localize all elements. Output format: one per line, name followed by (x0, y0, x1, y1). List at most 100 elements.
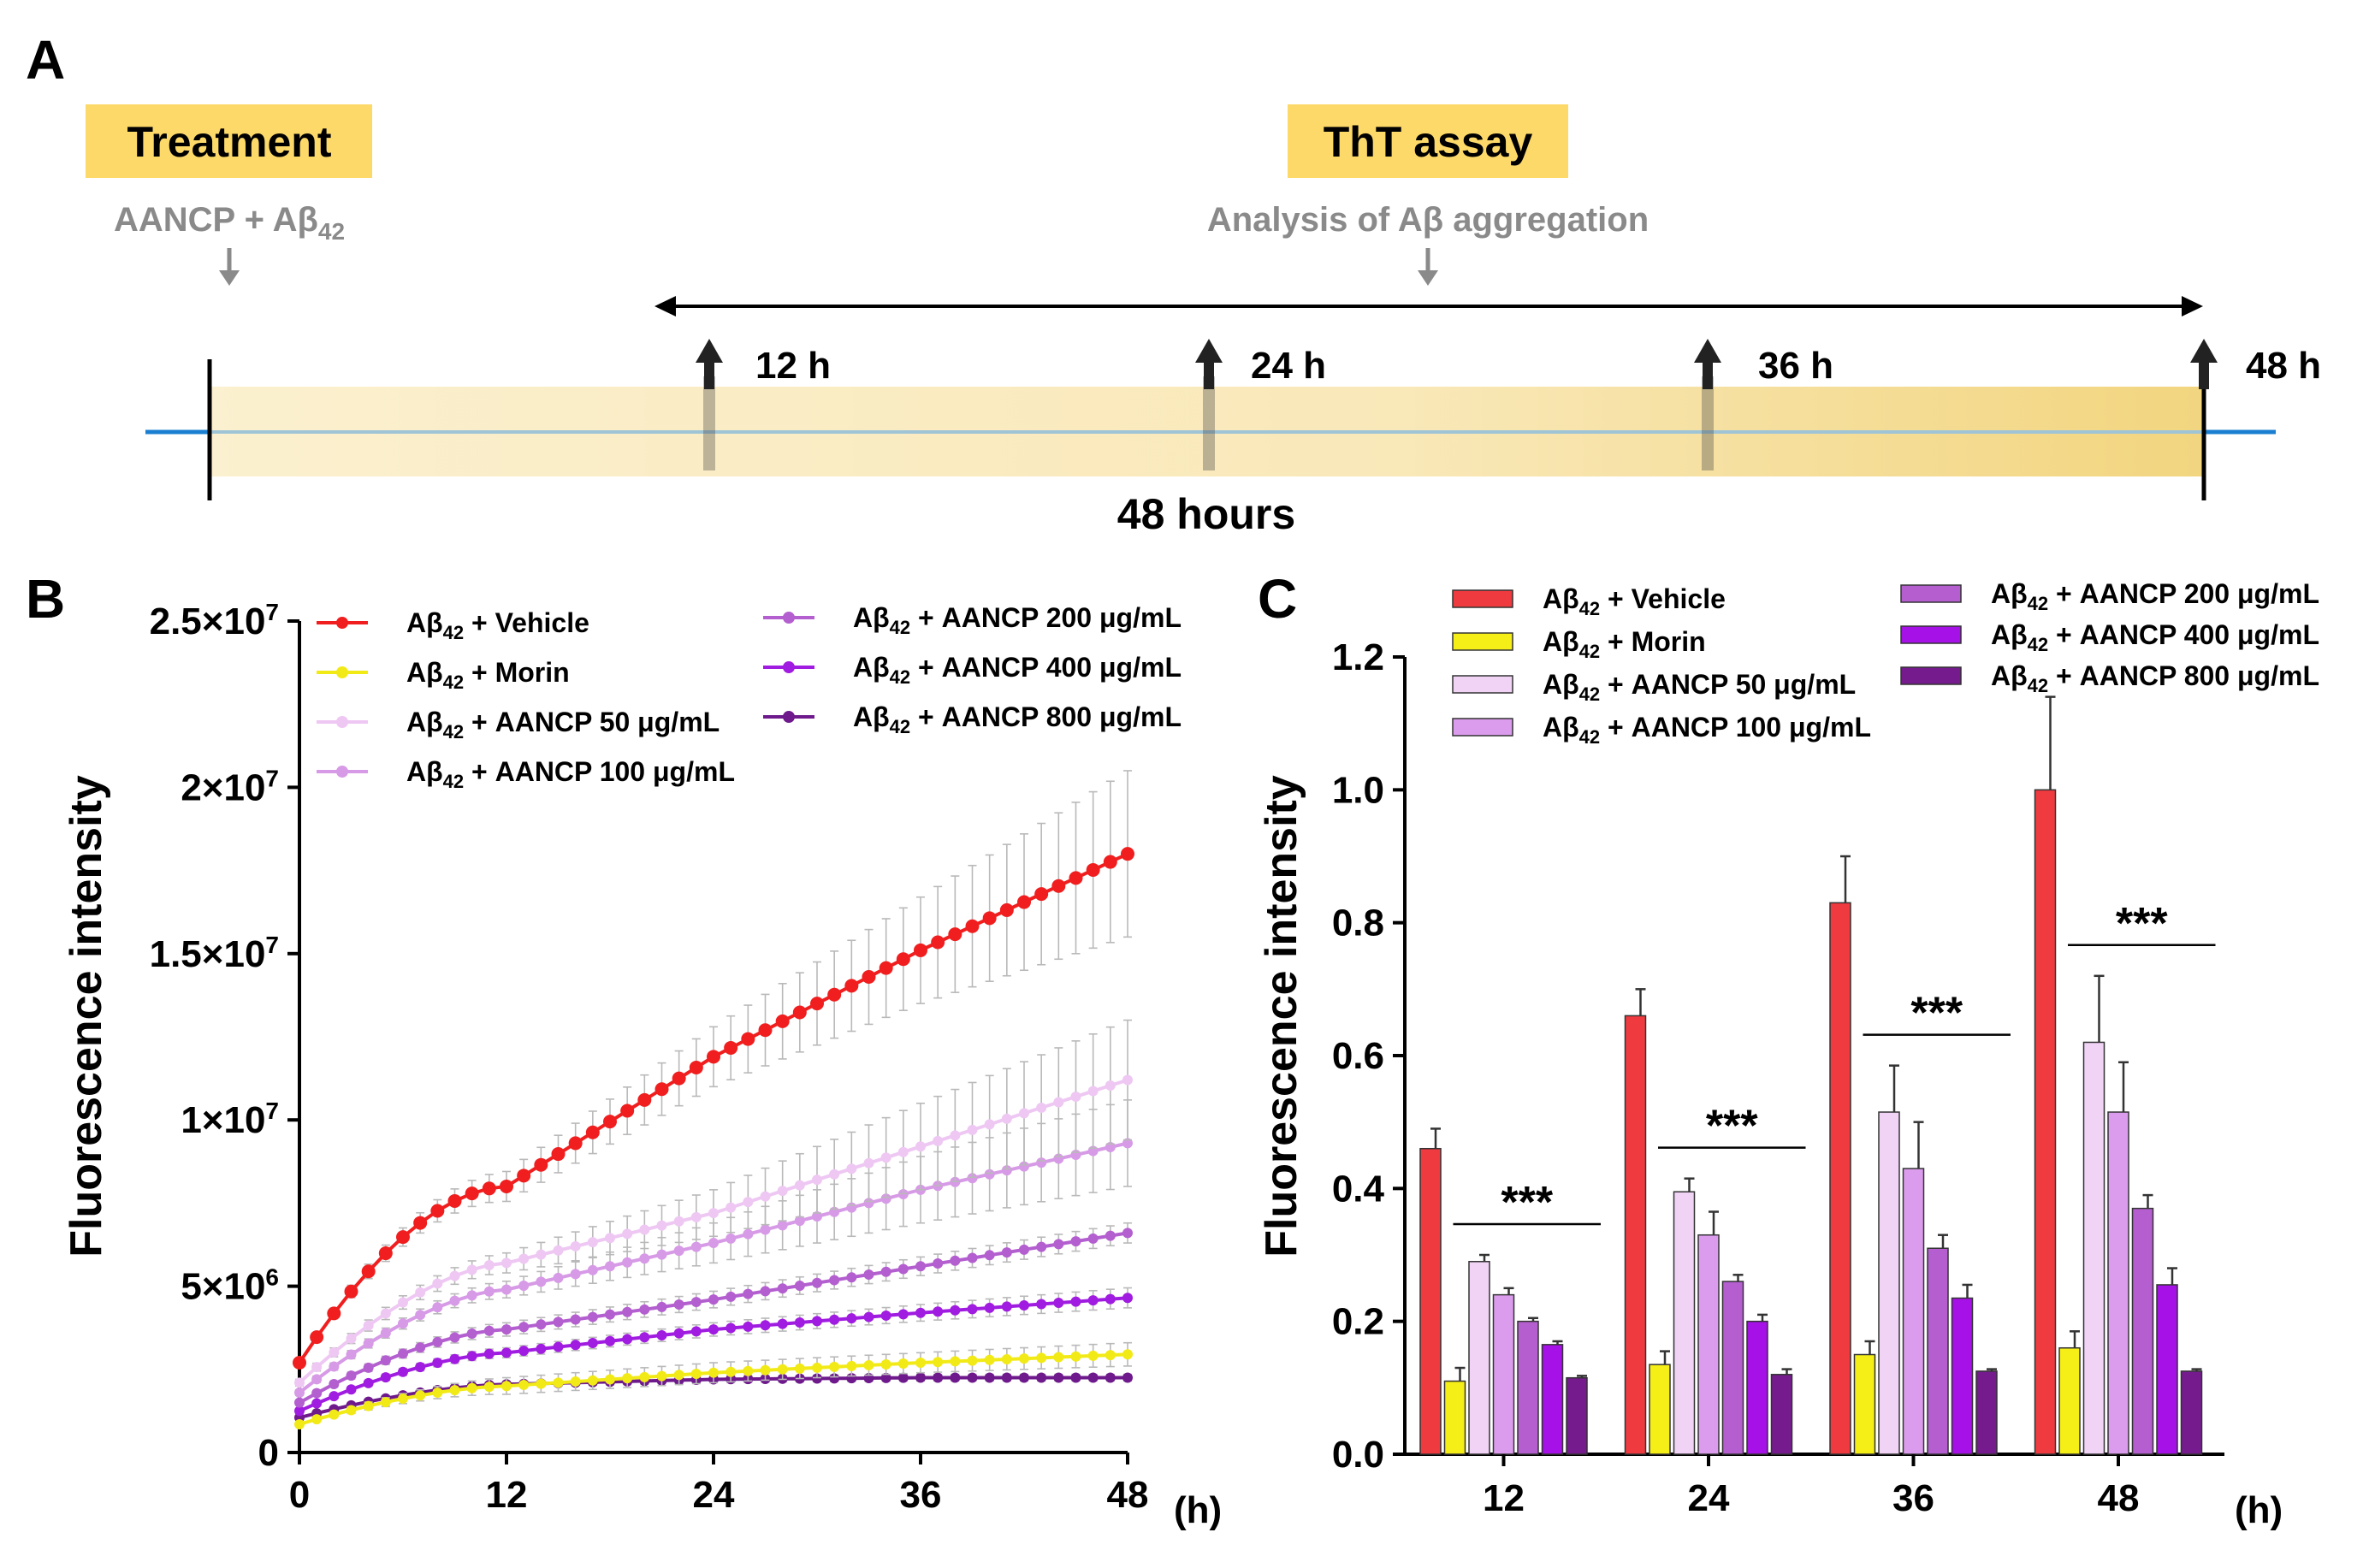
panel-b-data-point (1122, 1372, 1133, 1383)
panel-b-data-point (432, 1302, 443, 1313)
panel-b-data-point (622, 1228, 633, 1240)
panel-b-data-point (933, 1258, 944, 1269)
panel-b-data-point (605, 1374, 615, 1385)
panel-b-data-point (380, 1328, 391, 1339)
panel-c-legend-label: Aβ42 + AANCP 400 μg/mL (1991, 619, 2319, 655)
panel-b-series-line (298, 1141, 1128, 1394)
panel-b-data-point (1069, 871, 1083, 885)
panel-b-data-point (1053, 1239, 1064, 1250)
panel-b-data-point (449, 1332, 460, 1343)
panel-c-legend-label: Aβ42 + Vehicle (1543, 583, 1726, 619)
panel-b-data-point (587, 1338, 598, 1349)
panel-b-data-point (466, 1351, 477, 1362)
panel-b-legend-marker (336, 617, 348, 629)
panel-b-data-point (708, 1367, 719, 1378)
panel-b-data-point (1122, 1293, 1133, 1304)
panel-b-data-point (398, 1348, 408, 1359)
panel-b-data-point (346, 1405, 357, 1416)
panel-b-data-point (777, 1318, 788, 1329)
panel-b-data-point (708, 1324, 719, 1335)
panel-c-x-unit-label: (h) (2235, 1489, 2283, 1531)
panel-b-data-point (311, 1362, 323, 1373)
panel-b-series-2 (294, 1019, 1133, 1388)
panel-b-legend-entry-2: Aβ42 + AANCP 50 μg/mL (317, 707, 720, 743)
panel-c-significance-stars: *** (2116, 899, 2168, 949)
panel-b-data-point (777, 1186, 788, 1197)
panel-b-data-point (933, 1135, 944, 1146)
panel-b-data-point (743, 1288, 754, 1299)
panel-c-y-axis-title: Fluorescence intensity (1257, 775, 1306, 1257)
panel-b-data-point (879, 961, 893, 975)
panel-b-data-point (1122, 1349, 1133, 1360)
panel-b-data-point (413, 1216, 428, 1230)
panel-b-legend-entry-3: Aβ42 + AANCP 100 μg/mL (317, 756, 735, 792)
panel-c-bar (2107, 1111, 2129, 1455)
panel-b-data-point (449, 1295, 460, 1306)
panel-b-data-point (863, 1157, 874, 1169)
panel-b-data-point (933, 1372, 944, 1383)
panel-b-data-point (501, 1347, 512, 1358)
panel-b-data-point (311, 1398, 323, 1409)
panel-b-data-point (329, 1409, 340, 1420)
panel-b-data-point (880, 1372, 891, 1383)
panel-b-x-tick-label: 24 (693, 1474, 735, 1516)
panel-a-letter: A (26, 29, 65, 91)
timepoint-24h-arrow-icon (1195, 339, 1223, 470)
panel-b-data-point (466, 1290, 477, 1301)
timepoint-36h-arrow-icon (1694, 339, 1721, 470)
panel-b-data-point (603, 1115, 617, 1129)
panel-c-bar (1468, 1261, 1490, 1455)
panel-b-data-point (398, 1318, 408, 1329)
panel-b-data-point (1103, 855, 1117, 869)
panel-b-legend-marker (783, 612, 795, 624)
panel-b-data-point (984, 1354, 995, 1365)
panel-b-data-point (536, 1319, 547, 1330)
panel-b-data-point (829, 1314, 840, 1325)
timepoint-24h-label: 24 h (1251, 345, 1326, 387)
panel-b-data-point (915, 1261, 926, 1272)
panel-b-data-point (1051, 879, 1066, 893)
panel-b-y-tick-label: 1.5×107 (150, 932, 279, 975)
panel-b-data-point (1019, 1299, 1029, 1311)
panel-c-bar (1951, 1297, 1974, 1455)
panel-b-data-point (967, 1304, 978, 1315)
panel-b-data-point (639, 1371, 650, 1382)
panel-b-data-point (518, 1379, 530, 1390)
panel-b-data-point (967, 1372, 978, 1383)
panel-b-data-point (863, 1311, 874, 1322)
panel-c-y-tick-label: 1.2 (1332, 636, 1384, 678)
panel-b-data-point (1036, 1372, 1047, 1383)
panel-c-y-tick-label: 1.0 (1332, 769, 1384, 811)
timepoint-48h-label: 48 h (2246, 345, 2321, 387)
panel-b-data-point (689, 1060, 703, 1074)
panel-b-legend-entry-1: Aβ42 + Morin (317, 657, 570, 693)
panel-b-x-tick-label: 0 (289, 1474, 310, 1516)
panel-b-data-point (829, 1373, 840, 1384)
panel-b-data-point (415, 1362, 426, 1373)
panel-b-data-point (346, 1333, 357, 1344)
panel-b-data-point (708, 1294, 719, 1305)
panel-c-group-12h: *** (1419, 1127, 1601, 1455)
panel-b-data-point (1001, 1247, 1012, 1258)
panel-b-data-point (311, 1374, 323, 1385)
panel-b-data-point (896, 952, 910, 967)
panel-b-data-point (1086, 862, 1100, 877)
panel-b-data-point (933, 1306, 944, 1317)
panel-b-data-point (673, 1246, 684, 1257)
panel-b-data-point (294, 1388, 305, 1399)
panel-c-letter: C (1258, 568, 1297, 630)
panel-b-data-point (743, 1365, 754, 1376)
panel-b-data-point (656, 1370, 667, 1382)
panel-b-data-point (950, 1372, 961, 1383)
panel-c-bar (2082, 1041, 2106, 1455)
panel-b-data-point (1087, 1295, 1099, 1306)
timepoint-12h-label: 12 h (755, 345, 831, 387)
panel-c-bar (1697, 1234, 1720, 1455)
panel-b-data-point (1036, 1299, 1047, 1310)
panel-b-data-point (501, 1284, 512, 1295)
panel-b-data-point (570, 1269, 581, 1280)
panel-b-data-point (432, 1336, 443, 1347)
panel-b-data-point (329, 1379, 340, 1390)
panel-b-data-point (863, 1269, 874, 1280)
